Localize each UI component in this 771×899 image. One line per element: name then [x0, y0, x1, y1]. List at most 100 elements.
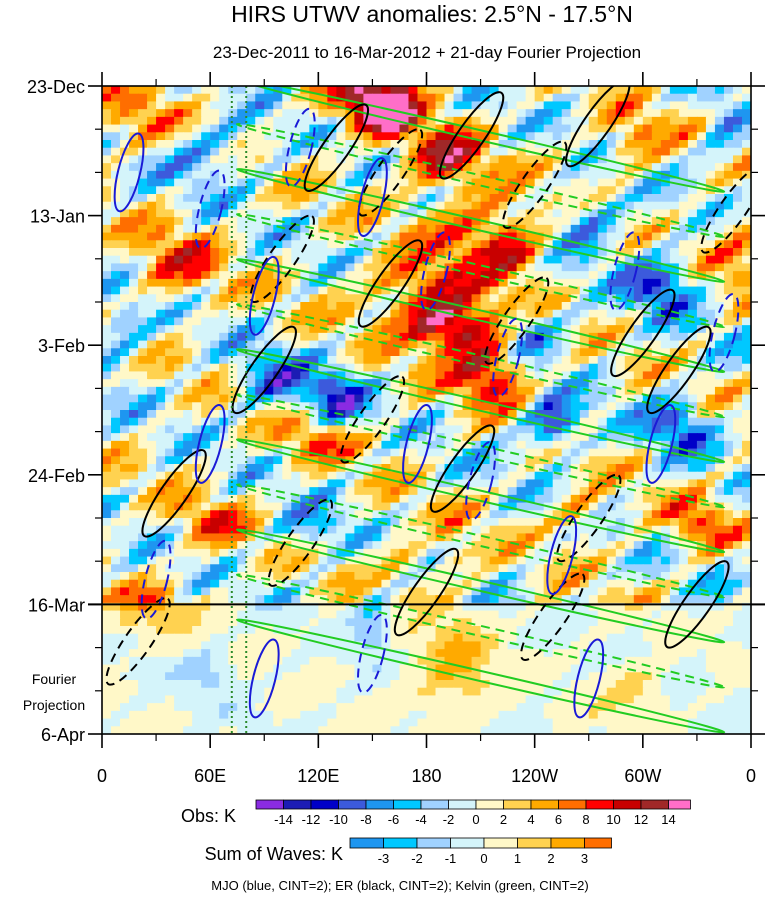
field-cell [120, 456, 130, 465]
field-cell [543, 572, 554, 581]
field-cell [426, 595, 437, 604]
field-cell [498, 556, 509, 565]
field-cell [300, 410, 310, 419]
field-cell [435, 278, 446, 288]
field-cell [273, 325, 283, 334]
field-cell [165, 163, 175, 172]
field-cell [255, 602, 265, 612]
field-cell [111, 101, 121, 110]
field-cell [309, 255, 319, 265]
field-cell [642, 325, 653, 334]
field-cell [696, 278, 707, 288]
field-cell [615, 456, 626, 465]
field-cell [480, 209, 491, 218]
field-cell [246, 240, 256, 249]
field-cell [372, 487, 383, 496]
field-cell [399, 224, 410, 234]
field-cell [498, 255, 509, 265]
field-cell [246, 494, 256, 504]
field-cell [417, 93, 428, 103]
field-cell [507, 286, 518, 295]
field-cell [345, 479, 355, 488]
field-cell [372, 610, 383, 619]
field-cell [669, 363, 680, 373]
field-cell [300, 587, 310, 596]
field-cell [201, 340, 211, 349]
field-cell [318, 263, 328, 272]
field-cell [489, 602, 500, 612]
field-cell [291, 286, 301, 295]
field-cell [138, 363, 148, 373]
field-cell [363, 232, 374, 241]
field-cell [624, 217, 635, 226]
field-cell [543, 140, 554, 149]
field-cell [129, 556, 139, 565]
field-cell [507, 348, 518, 357]
field-cell [246, 433, 256, 442]
field-cell [273, 456, 283, 465]
field-cell [723, 579, 734, 589]
field-cell [534, 278, 545, 288]
field-cell [588, 363, 599, 373]
field-cell [129, 579, 139, 589]
field-cell [381, 579, 392, 589]
field-cell [489, 564, 500, 573]
field-cell [120, 170, 130, 180]
field-cell [120, 386, 130, 396]
field-cell [318, 502, 328, 511]
field-cell [561, 224, 572, 234]
field-cell [372, 602, 383, 612]
field-cell [255, 248, 265, 257]
field-cell [111, 116, 121, 126]
field-cell [516, 572, 527, 581]
field-cell [462, 101, 473, 110]
field-cell [624, 448, 635, 457]
field-cell [471, 386, 482, 396]
field-cell [381, 232, 392, 241]
field-cell [237, 502, 247, 511]
field-cell [498, 433, 509, 442]
field-cell [219, 510, 229, 519]
field-cell [480, 240, 491, 249]
field-cell [363, 348, 374, 357]
field-cell [741, 471, 751, 481]
field-cell [399, 525, 410, 535]
field-cell [138, 194, 148, 203]
field-cell [570, 132, 581, 141]
field-cell [255, 448, 265, 457]
field-cell [201, 587, 211, 596]
field-cell [192, 271, 202, 280]
field-cell [102, 410, 112, 419]
field-cell [111, 518, 121, 527]
field-cell [147, 232, 157, 241]
field-cell [156, 201, 166, 211]
field-cell [255, 116, 265, 126]
field-cell [462, 610, 473, 619]
field-cell [327, 132, 337, 141]
field-cell [237, 109, 247, 118]
field-cell [300, 425, 310, 434]
field-cell [102, 302, 112, 311]
field-cell [570, 356, 581, 365]
field-cell [651, 325, 662, 334]
field-cell [705, 201, 716, 211]
field-cell [354, 178, 365, 187]
field-cell [570, 255, 581, 265]
field-cell [417, 371, 428, 380]
field-cell [507, 356, 518, 365]
field-cell [723, 417, 734, 427]
field-cell [552, 479, 563, 488]
field-cell [228, 332, 238, 342]
field-cell [705, 510, 716, 519]
field-cell [579, 224, 590, 234]
field-cell [228, 572, 238, 581]
field-cell [408, 178, 419, 187]
field-cell [183, 116, 193, 126]
field-cell [390, 147, 401, 157]
field-cell [399, 541, 410, 550]
field-cell [273, 464, 283, 473]
field-cell [183, 209, 193, 218]
field-cell [633, 386, 644, 396]
field-cell [651, 147, 662, 157]
field-cell [732, 402, 743, 411]
